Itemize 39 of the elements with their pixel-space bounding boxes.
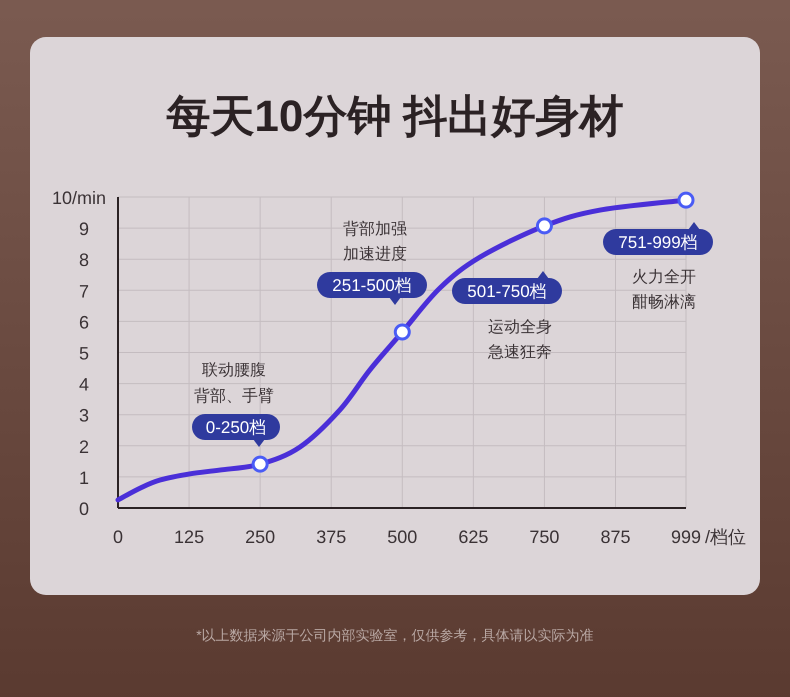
y-tick-label: 3: [78, 406, 90, 426]
annotation: 背部加强: [343, 220, 407, 238]
x-tick-label: 500: [387, 527, 418, 547]
annotation: 火力全开: [632, 268, 696, 286]
x-tick-label: 999: [670, 527, 702, 547]
y-tick-label: 7: [78, 281, 90, 302]
y-tick-label: 4: [78, 374, 90, 395]
annotation: 0-250档: [206, 418, 266, 437]
annotation: 251-500档: [332, 276, 412, 295]
x-tick-label: 250: [245, 527, 276, 547]
y-tick-label: 0: [78, 499, 90, 519]
annotation: 急速狂奔: [487, 343, 552, 361]
x-tick-label: 125: [174, 527, 204, 547]
point: [252, 456, 269, 473]
y-tick-label: 10/min: [52, 188, 106, 208]
annotation: 加速进度: [343, 245, 407, 263]
annotation: 751-999档: [618, 233, 698, 252]
chart-title: 每天10分钟 抖出好身材: [165, 92, 624, 141]
y-tick-label: 9: [78, 219, 90, 240]
y-tick-label: 1: [78, 468, 90, 488]
x-tick-label: 0: [112, 527, 124, 547]
x-axis-title: /档位: [705, 527, 746, 547]
annotation: 背部、手臂: [194, 387, 274, 405]
annotation: 运动全身: [488, 318, 552, 336]
annotation: 联动腰腹: [202, 361, 266, 379]
x-tick-label: 750: [529, 527, 560, 547]
annotation: 酣畅淋漓: [632, 293, 696, 311]
y-tick-label: 8: [78, 250, 90, 270]
x-tick-label: 375: [316, 527, 346, 547]
y-tick-label: 6: [78, 312, 90, 332]
y-tick-label: 2: [78, 436, 90, 457]
point: [678, 192, 694, 209]
point: [394, 323, 411, 340]
x-tick-label: 625: [458, 527, 488, 547]
annotation: 501-750档: [467, 282, 547, 301]
point: [536, 217, 553, 234]
x-tick-label: 875: [600, 527, 631, 547]
y-tick-label: 5: [78, 344, 90, 364]
text: *以上数据来源于公司内部实验室，仅供参考，具体请以实际为准: [196, 627, 594, 643]
